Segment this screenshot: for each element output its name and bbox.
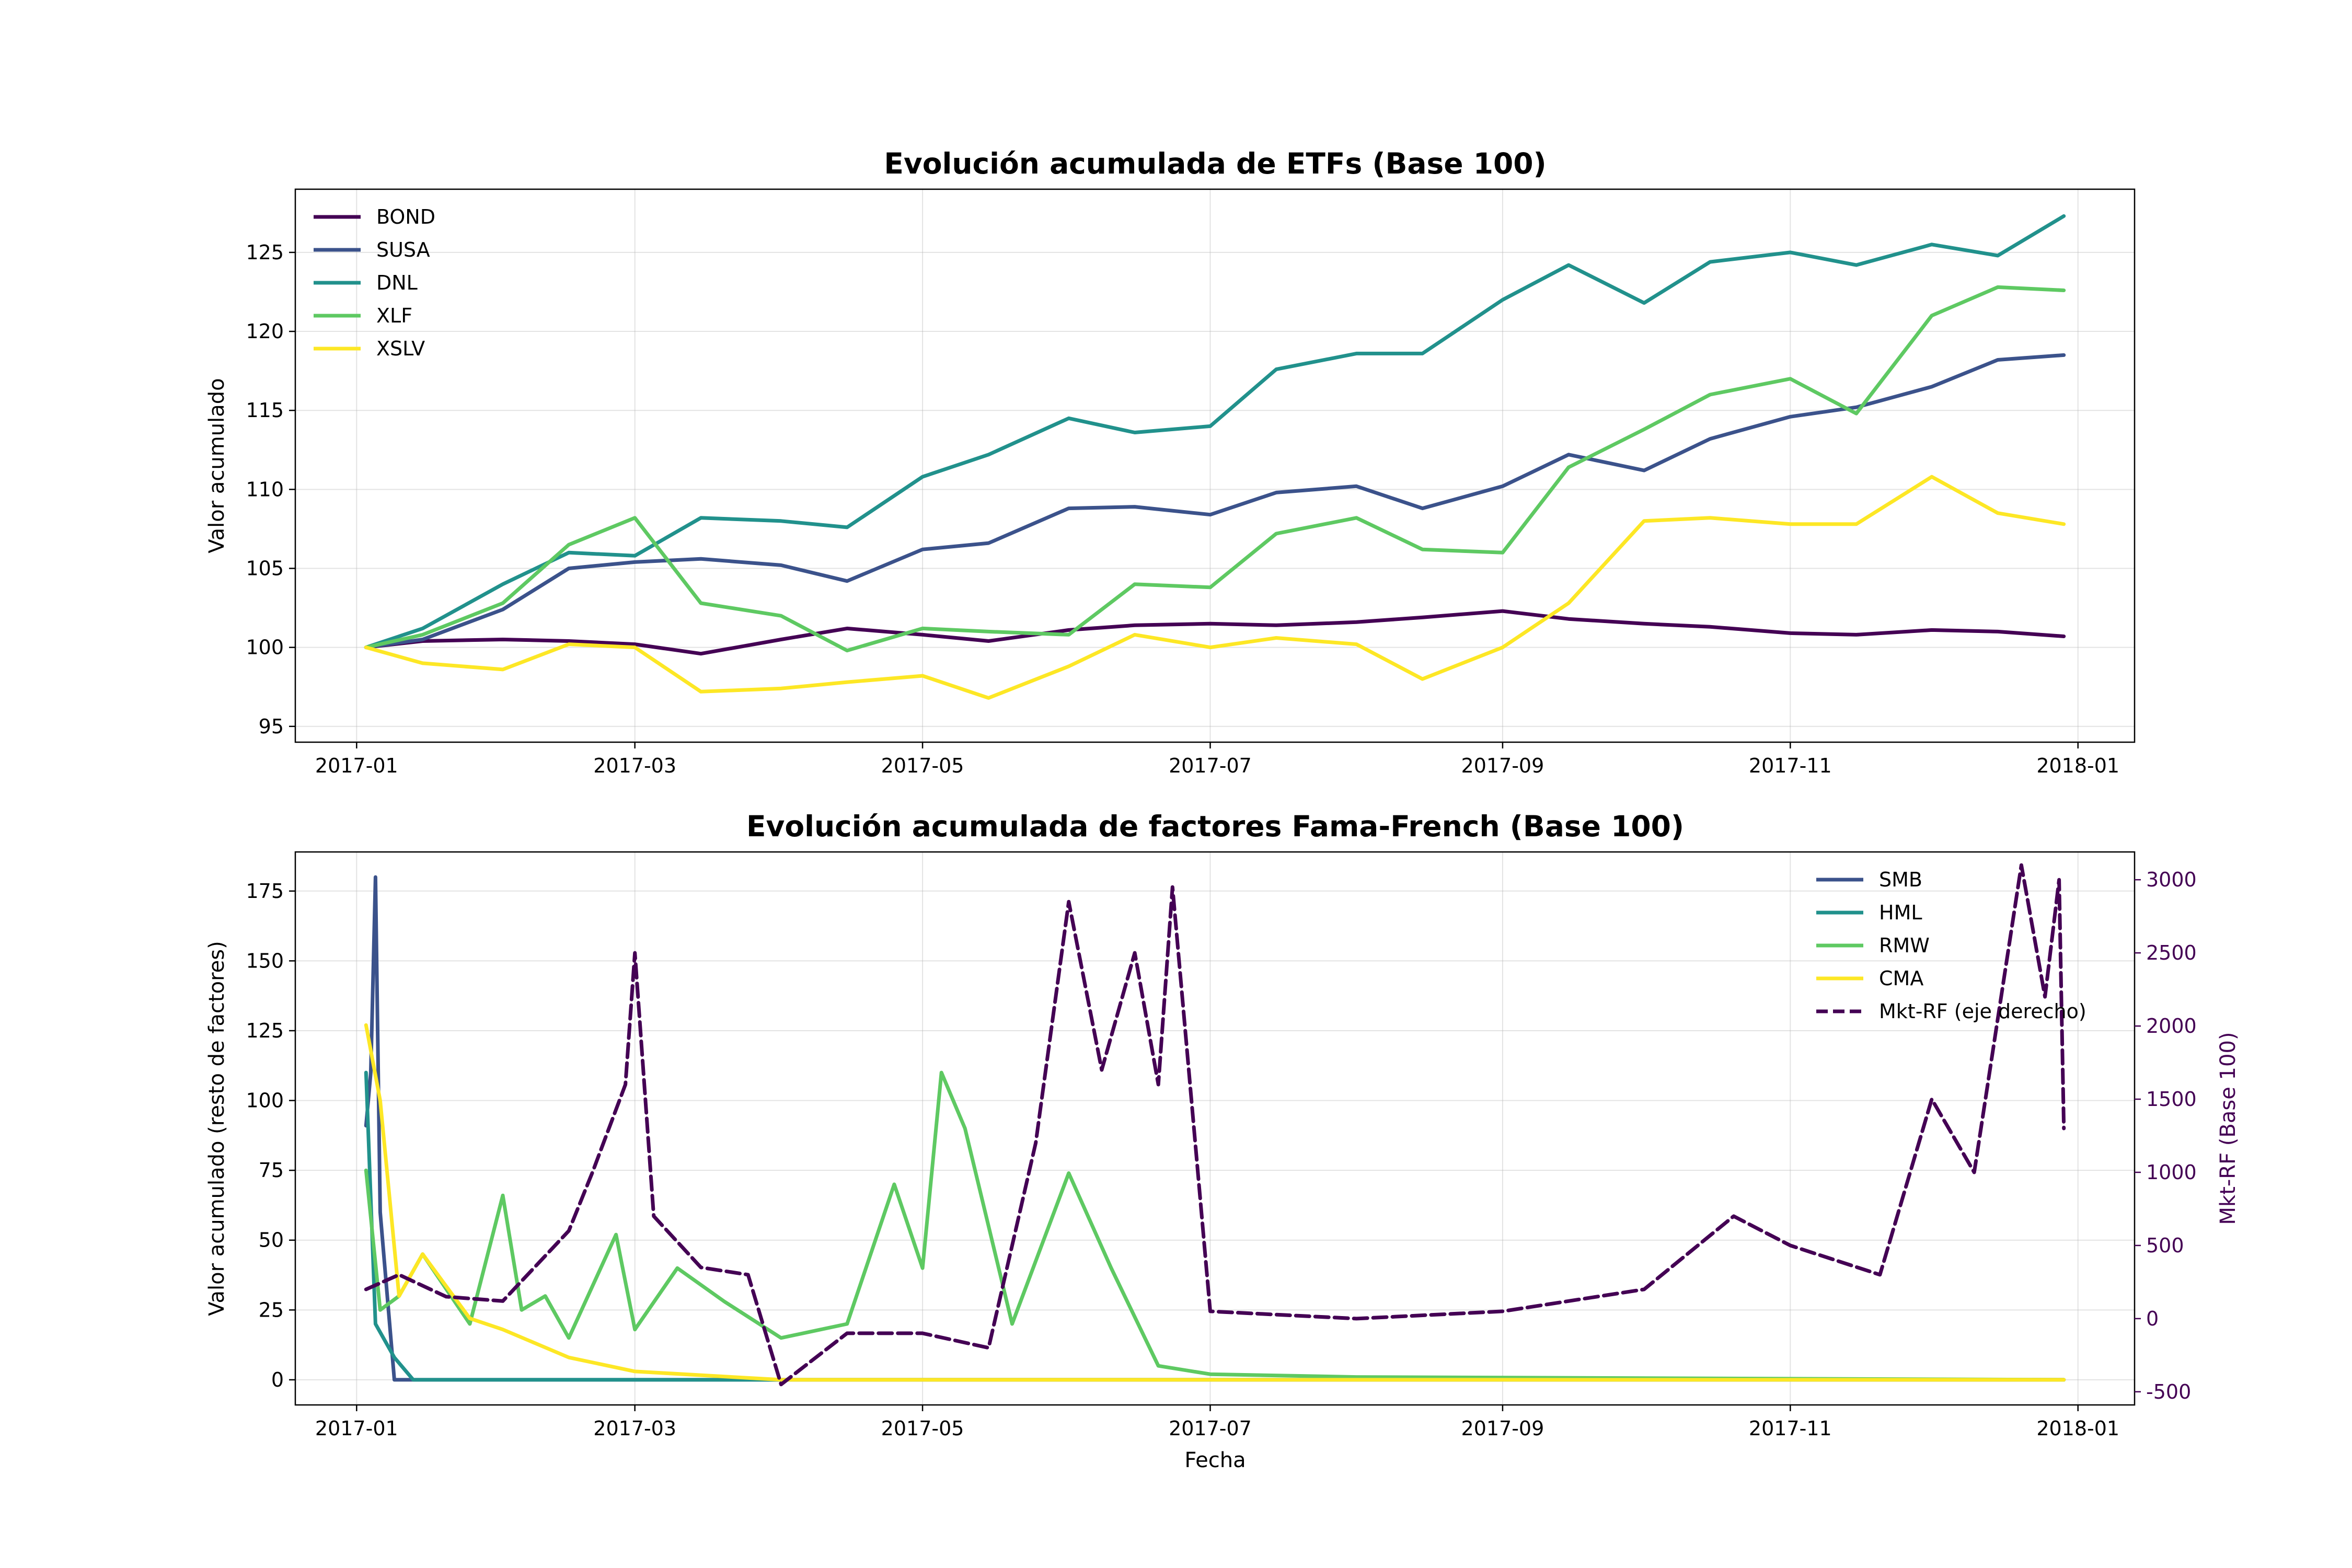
x-tick-label: 2017-11: [1749, 754, 1832, 777]
y2-tick-label: 0: [2146, 1307, 2159, 1330]
series-line-mkt-rf: [364, 863, 2066, 1387]
x-tick-label: 2018-01: [2036, 1417, 2119, 1440]
ff-y-ticks-right: -500 0 500 1000 1500 2000 2500 3000: [2135, 868, 2197, 1403]
y-tick-label: 50: [259, 1229, 284, 1252]
ff-series-group: [364, 863, 2066, 1387]
ff-y-ticks-left: 0 25 50 75 100 125 150 175: [246, 880, 295, 1391]
legend-label: Mkt-RF (eje derecho): [1879, 1000, 2086, 1023]
series-line-cma: [364, 1023, 2066, 1382]
y-tick-label: 95: [259, 715, 284, 738]
legend-label: RMW: [1879, 934, 1930, 957]
y-tick-label: 110: [246, 478, 284, 501]
series-line-susa: [364, 353, 2066, 650]
y-tick-label: 150: [246, 949, 284, 972]
y-tick-label: 100: [246, 1089, 284, 1112]
y-tick-label: 100: [246, 636, 284, 659]
y2-tick-label: 1500: [2146, 1088, 2197, 1111]
series-line-hml: [364, 1070, 2066, 1382]
etf-y-axis-label: Valor acumulado: [205, 378, 229, 553]
x-tick-label: 2017-09: [1461, 754, 1544, 777]
etf-legend: BOND SUSA DNL XLF XSLV: [314, 205, 435, 360]
ff-chart-title: Evolución acumulada de factores Fama-Fre…: [746, 810, 1684, 843]
etf-series-group: [364, 214, 2066, 700]
ff-y-axis-label: Valor acumulado (resto de factores): [205, 941, 229, 1316]
ff-legend: SMB HML RMW CMA Mkt-RF (eje derecho): [1816, 868, 2086, 1023]
series-line-xlf: [364, 285, 2066, 653]
ff-x-axis-label: Fecha: [1184, 1448, 1246, 1472]
y-tick-label: 120: [246, 320, 284, 343]
x-tick-label: 2017-01: [315, 754, 398, 777]
series-line-bond: [364, 609, 2066, 656]
y2-tick-label: 2000: [2146, 1014, 2197, 1037]
legend-label: XLF: [376, 304, 412, 327]
etf-y-ticks: 95 100 105 110 115 120 125: [246, 241, 295, 738]
etf-gridlines: [295, 189, 2135, 742]
y-tick-label: 0: [271, 1368, 284, 1391]
etf-plot-frame: [294, 188, 2136, 743]
legend-label: SUSA: [376, 238, 430, 261]
legend-label: XSLV: [376, 337, 425, 360]
y2-tick-label: 3000: [2146, 868, 2197, 891]
y2-tick-label: 2500: [2146, 941, 2197, 964]
y-tick-label: 175: [246, 880, 284, 903]
x-tick-label: 2018-01: [2036, 754, 2119, 777]
y-tick-label: 125: [246, 241, 284, 264]
series-line-rmw: [364, 1070, 2066, 1382]
legend-label: SMB: [1879, 868, 1922, 891]
x-tick-label: 2017-07: [1169, 754, 1252, 777]
series-line-smb: [364, 875, 2066, 1382]
x-tick-label: 2017-03: [593, 754, 676, 777]
x-tick-label: 2017-05: [881, 1417, 964, 1440]
y2-tick-label: 500: [2146, 1234, 2184, 1257]
y-tick-label: 115: [246, 399, 284, 422]
etf-x-ticks: 2017-01 2017-03 2017-05 2017-07 2017-09 2017-…: [315, 742, 2119, 777]
ff-y2-axis-label: Mkt-RF (Base 100): [2216, 1032, 2240, 1225]
x-tick-label: 2017-05: [881, 754, 964, 777]
ff-chart-panel: Evolución acumulada de factores Fama-Fre…: [205, 810, 2240, 1472]
legend-label: CMA: [1879, 967, 1923, 990]
legend-label: HML: [1879, 901, 1922, 924]
y2-tick-label: -500: [2146, 1380, 2191, 1403]
x-tick-label: 2017-07: [1169, 1417, 1252, 1440]
x-tick-label: 2017-11: [1749, 1417, 1832, 1440]
legend-label: BOND: [376, 205, 435, 228]
ff-gridlines: [295, 852, 2135, 1405]
y-tick-label: 75: [259, 1159, 284, 1182]
ff-plot-frame: [294, 851, 2136, 1406]
series-line-xslv: [364, 475, 2066, 700]
ff-x-ticks: 2017-01 2017-03 2017-05 2017-07 2017-09 2017-…: [315, 1405, 2119, 1440]
legend-label: DNL: [376, 271, 418, 294]
x-tick-label: 2017-03: [593, 1417, 676, 1440]
y-tick-label: 105: [246, 557, 284, 580]
y-tick-label: 25: [259, 1298, 284, 1321]
x-tick-label: 2017-01: [315, 1417, 398, 1440]
etf-chart-title: Evolución acumulada de ETFs (Base 100): [884, 147, 1546, 180]
y-tick-label: 125: [246, 1019, 284, 1042]
x-tick-label: 2017-09: [1461, 1417, 1544, 1440]
y2-tick-label: 1000: [2146, 1161, 2197, 1184]
series-line-dnl: [364, 214, 2066, 650]
etf-chart-panel: Evolución acumulada de ETFs (Base 100) 2…: [205, 147, 2136, 777]
